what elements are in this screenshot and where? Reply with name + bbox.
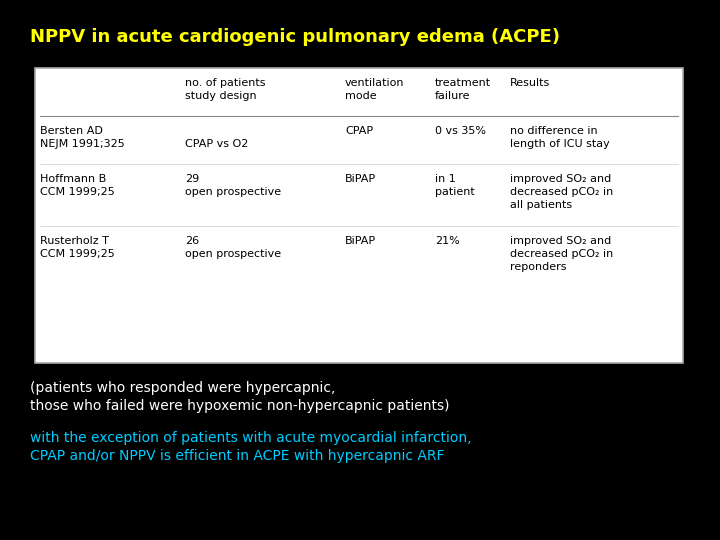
- Text: decreased pCO₂ in: decreased pCO₂ in: [510, 249, 613, 259]
- Text: CPAP vs O2: CPAP vs O2: [185, 139, 248, 149]
- Text: decreased pCO₂ in: decreased pCO₂ in: [510, 187, 613, 197]
- Text: CCM 1999;25: CCM 1999;25: [40, 249, 114, 259]
- Text: 26: 26: [185, 236, 199, 246]
- Text: 29: 29: [185, 174, 199, 184]
- Text: CPAP: CPAP: [345, 126, 373, 136]
- Text: in 1: in 1: [435, 174, 456, 184]
- Text: mode: mode: [345, 91, 377, 101]
- Text: no difference in: no difference in: [510, 126, 598, 136]
- Text: patient: patient: [435, 187, 474, 197]
- Text: 0 vs 35%: 0 vs 35%: [435, 126, 486, 136]
- Text: treatment: treatment: [435, 78, 491, 88]
- Text: failure: failure: [435, 91, 470, 101]
- Text: with the exception of patients with acute myocardial infarction,: with the exception of patients with acut…: [30, 431, 472, 445]
- Text: Hoffmann B: Hoffmann B: [40, 174, 107, 184]
- Text: improved SO₂ and: improved SO₂ and: [510, 174, 611, 184]
- Text: improved SO₂ and: improved SO₂ and: [510, 236, 611, 246]
- Text: Bersten AD: Bersten AD: [40, 126, 103, 136]
- Text: length of ICU stay: length of ICU stay: [510, 139, 610, 149]
- Text: NEJM 1991;325: NEJM 1991;325: [40, 139, 125, 149]
- Text: (patients who responded were hypercapnic,: (patients who responded were hypercapnic…: [30, 381, 336, 395]
- Text: reponders: reponders: [510, 262, 567, 272]
- Text: CCM 1999;25: CCM 1999;25: [40, 187, 114, 197]
- Text: BiPAP: BiPAP: [345, 174, 376, 184]
- Text: study design: study design: [185, 91, 256, 101]
- Text: open prospective: open prospective: [185, 249, 281, 259]
- Text: Results: Results: [510, 78, 550, 88]
- Text: those who failed were hypoxemic non-hypercapnic patients): those who failed were hypoxemic non-hype…: [30, 399, 449, 413]
- FancyBboxPatch shape: [35, 68, 683, 363]
- Text: NPPV in acute cardiogenic pulmonary edema (ACPE): NPPV in acute cardiogenic pulmonary edem…: [30, 28, 560, 46]
- Text: open prospective: open prospective: [185, 187, 281, 197]
- Text: all patients: all patients: [510, 200, 572, 210]
- Text: BiPAP: BiPAP: [345, 236, 376, 246]
- Text: CPAP and/or NPPV is efficient in ACPE with hypercapnic ARF: CPAP and/or NPPV is efficient in ACPE wi…: [30, 449, 444, 463]
- Text: ventilation: ventilation: [345, 78, 405, 88]
- Text: 21%: 21%: [435, 236, 460, 246]
- Text: no. of patients: no. of patients: [185, 78, 266, 88]
- Text: Rusterholz T: Rusterholz T: [40, 236, 109, 246]
